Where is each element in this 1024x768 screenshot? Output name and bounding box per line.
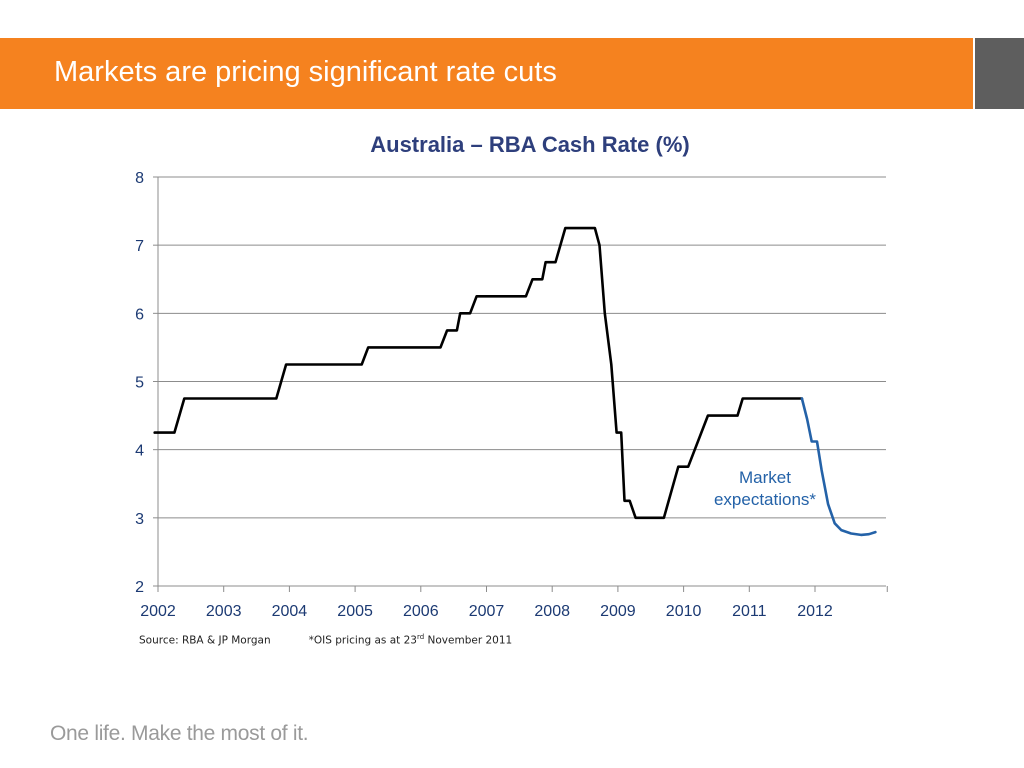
chart-gridlines <box>158 176 886 519</box>
slide-title: Markets are pricing significant rate cut… <box>54 56 557 88</box>
x-axis-ticks: 2002 2003 2004 2005 2006 2007 2008 2009 2010 2011… <box>140 586 888 620</box>
series-line-market-expectations <box>800 397 877 537</box>
x-tick-label-2007: 2007 <box>469 603 505 620</box>
x-tick-label-2002: 2002 <box>140 603 176 620</box>
chart-series <box>153 226 877 537</box>
y-tick-label-5: 5 <box>135 375 144 392</box>
y-tick-label-6: 6 <box>135 306 144 323</box>
x-tick-label-2009: 2009 <box>600 603 636 620</box>
y-tick-label-4: 4 <box>135 443 144 460</box>
chart-title: Australia – RBA Cash Rate (%) <box>370 132 690 157</box>
x-tick-label-2011: 2011 <box>732 603 767 620</box>
x-tick-label-2005: 2005 <box>337 603 373 620</box>
source-text: Source: RBA & JP Morgan <box>139 634 271 647</box>
y-tick-label-7: 7 <box>135 238 144 255</box>
market-expectations-annotation: Market expectations* <box>700 467 830 511</box>
y-tick-label-8: 8 <box>135 170 144 187</box>
x-tick-label-2010: 2010 <box>666 603 702 620</box>
y-tick-label-3: 3 <box>135 511 144 528</box>
x-tick-label-2003: 2003 <box>206 603 242 620</box>
source-note: Source: RBA & JP Morgan *OIS pricing as a… <box>139 633 512 647</box>
y-tick-label-2: 2 <box>135 579 144 596</box>
ois-note-sup: rd <box>416 633 425 641</box>
x-tick-label-2008: 2008 <box>534 603 570 620</box>
annotation-line-2: expectations* <box>713 490 817 509</box>
annotation-line-1: Market <box>739 468 791 487</box>
x-tick-label-2006: 2006 <box>403 603 439 620</box>
header-band <box>0 38 973 109</box>
series-line-actual <box>153 226 804 520</box>
x-tick-label-2012: 2012 <box>797 603 833 620</box>
ois-note-prefix: *OIS pricing as at 23 <box>308 634 417 647</box>
brand-tagline: One life. Make the most of it. <box>50 722 309 745</box>
y-axis-ticks: 2 3 4 5 6 7 8 <box>135 170 158 596</box>
x-tick-label-2004: 2004 <box>272 603 308 620</box>
header-accent-block <box>975 38 1024 109</box>
ois-note-suffix: November 2011 <box>424 634 513 647</box>
